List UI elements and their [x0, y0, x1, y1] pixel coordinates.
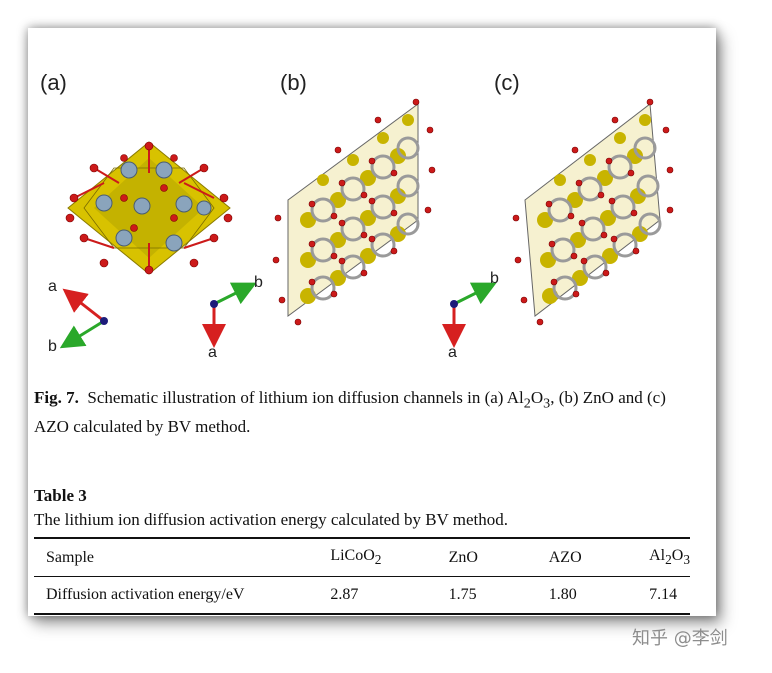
header-azo: AZO [536, 537, 638, 578]
header-licoo2-main: LiCoO [330, 547, 375, 564]
axis-b-label-c: b [490, 270, 499, 287]
axis-a-label-b: a [208, 344, 217, 361]
cell-azo: 1.80 [536, 576, 638, 616]
caption-sub-2: 3 [543, 395, 551, 412]
header-licoo2: LiCoO2 [318, 537, 437, 578]
caption-label: Fig. 7. [34, 388, 79, 407]
header-licoo2-sub: 2 [374, 552, 382, 568]
figure-caption: Fig. 7. Schematic illustration of lithiu… [34, 386, 704, 439]
zno-structure-image [272, 98, 436, 326]
table-row: Diffusion activation energy/eV 2.87 1.75… [34, 576, 690, 616]
panel-label-a: (a) [40, 70, 67, 95]
row-label: Diffusion activation energy/eV [34, 576, 319, 616]
panel-label-b: (b) [280, 70, 307, 95]
axes-indicator-b [202, 282, 257, 348]
watermark-text: 知乎 @李剑 [632, 628, 728, 649]
axis-a-label: a [48, 278, 57, 295]
cell-zno: 1.75 [436, 576, 537, 616]
activation-energy-table: Sample LiCoO2 ZnO AZO Al2O3 Diffusion ac… [34, 537, 690, 616]
cell-licoo2: 2.87 [318, 576, 437, 616]
azo-structure-image [512, 98, 674, 326]
axes-indicator-a [59, 288, 108, 349]
al2o3-structure-image [65, 141, 233, 275]
caption-sub-1: 2 [523, 395, 531, 412]
panel-label-c: (c) [494, 70, 520, 95]
header-al-main: Al [649, 547, 666, 564]
caption-text-1: Schematic illustration of lithium ion di… [87, 388, 524, 407]
caption-text-2: O [530, 388, 544, 407]
header-sample: Sample [34, 537, 319, 578]
table-header-row: Sample LiCoO2 ZnO AZO Al2O3 [34, 537, 690, 578]
caption-text-3: , (b) ZnO and (c) AZO calculated by BV m… [34, 388, 666, 437]
axis-a-label-c: a [448, 344, 457, 361]
header-al-sub1: 2 [665, 552, 672, 568]
header-zno: ZnO [436, 537, 537, 578]
paper-page: (a) (b) (c) [28, 28, 716, 616]
header-al2o3: Al2O3 [637, 537, 690, 578]
cell-al2o3: 7.14 [637, 576, 690, 616]
table-title: Table 3 [34, 486, 87, 505]
header-al-o: O [671, 547, 684, 564]
axis-b-label-b: b [254, 274, 263, 291]
table-subtitle: The lithium ion diffusion activation ene… [34, 510, 509, 529]
axes-indicator-c [442, 282, 497, 348]
axis-b-label: b [48, 338, 57, 355]
header-al-sub2: 3 [683, 552, 690, 568]
